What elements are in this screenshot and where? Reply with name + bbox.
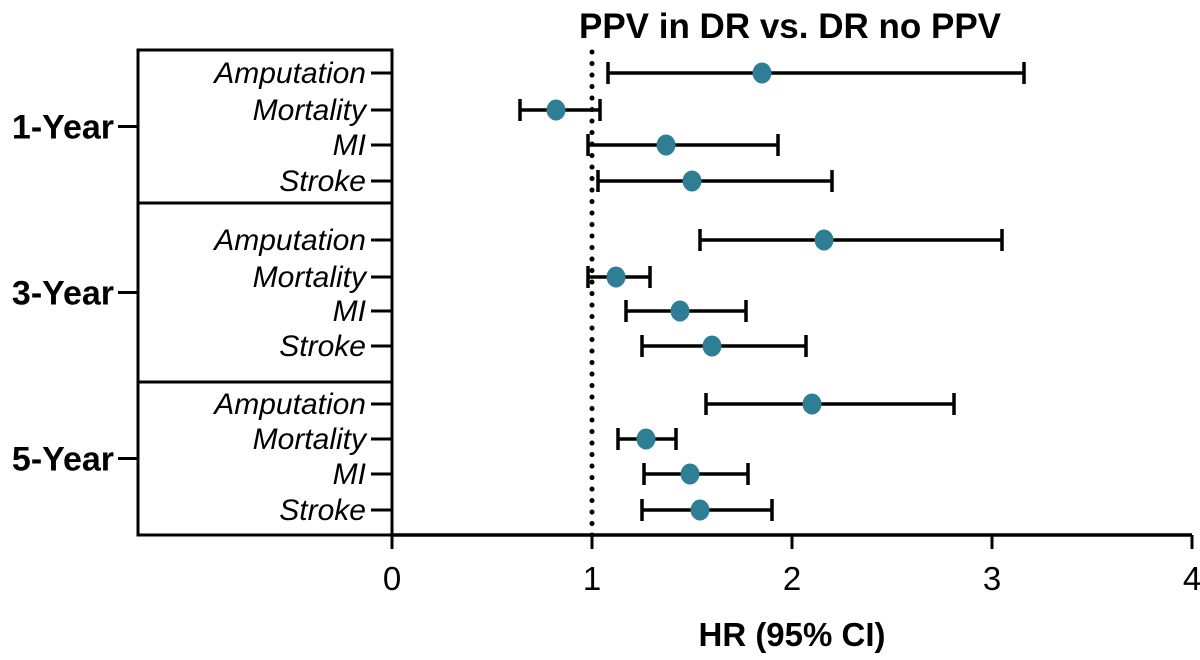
outcome-label: Mortality [253, 94, 368, 127]
hr-point [682, 170, 702, 192]
outcome-label: MI [333, 458, 366, 491]
outcome-label: Amputation [212, 224, 366, 257]
hr-point [814, 229, 834, 251]
forest-row: Amputation [212, 224, 1004, 257]
hr-point [606, 266, 626, 288]
forest-row: Mortality [253, 94, 602, 127]
x-tick-label: 3 [983, 560, 1001, 597]
forest-row: MI [333, 295, 748, 328]
outcome-label: Stroke [279, 330, 366, 363]
forest-row: Stroke [279, 165, 834, 198]
hr-point [656, 134, 676, 156]
hr-point [680, 463, 700, 485]
forest-row: Amputation [212, 388, 956, 421]
hr-point [670, 300, 690, 322]
hr-point [546, 99, 566, 121]
outcome-label: Mortality [253, 423, 368, 456]
chart-title: PPV in DR vs. DR no PPV [579, 7, 1002, 46]
outcome-label: Amputation [212, 388, 366, 421]
outcome-label: Amputation [212, 57, 366, 90]
outcome-label: Stroke [279, 165, 366, 198]
hr-point [752, 62, 772, 84]
group-label: 5-Year [12, 441, 114, 479]
x-tick-label: 1 [583, 560, 601, 597]
forest-row: Amputation [212, 57, 1026, 90]
hr-point [690, 499, 710, 521]
outcome-label: Mortality [253, 261, 368, 294]
hr-point [802, 393, 822, 415]
forest-row: Mortality [253, 261, 652, 294]
hr-point [636, 428, 656, 450]
forest-row: MI [333, 129, 780, 162]
outcome-label: Stroke [279, 494, 366, 527]
outcome-label: MI [333, 295, 366, 328]
hr-point [702, 335, 722, 357]
x-tick-label: 0 [383, 560, 401, 597]
forest-row: MI [333, 458, 750, 491]
forest-row: Stroke [279, 494, 774, 527]
x-tick-label: 4 [1183, 560, 1200, 597]
forest-row: Stroke [279, 330, 808, 363]
forest-row: Mortality [253, 423, 678, 456]
group-label: 1-Year [12, 109, 114, 147]
x-axis-title: HR (95% CI) [698, 616, 885, 653]
x-tick-label: 2 [783, 560, 801, 597]
group-label: 3-Year [12, 275, 114, 313]
outcome-label: MI [333, 129, 366, 162]
